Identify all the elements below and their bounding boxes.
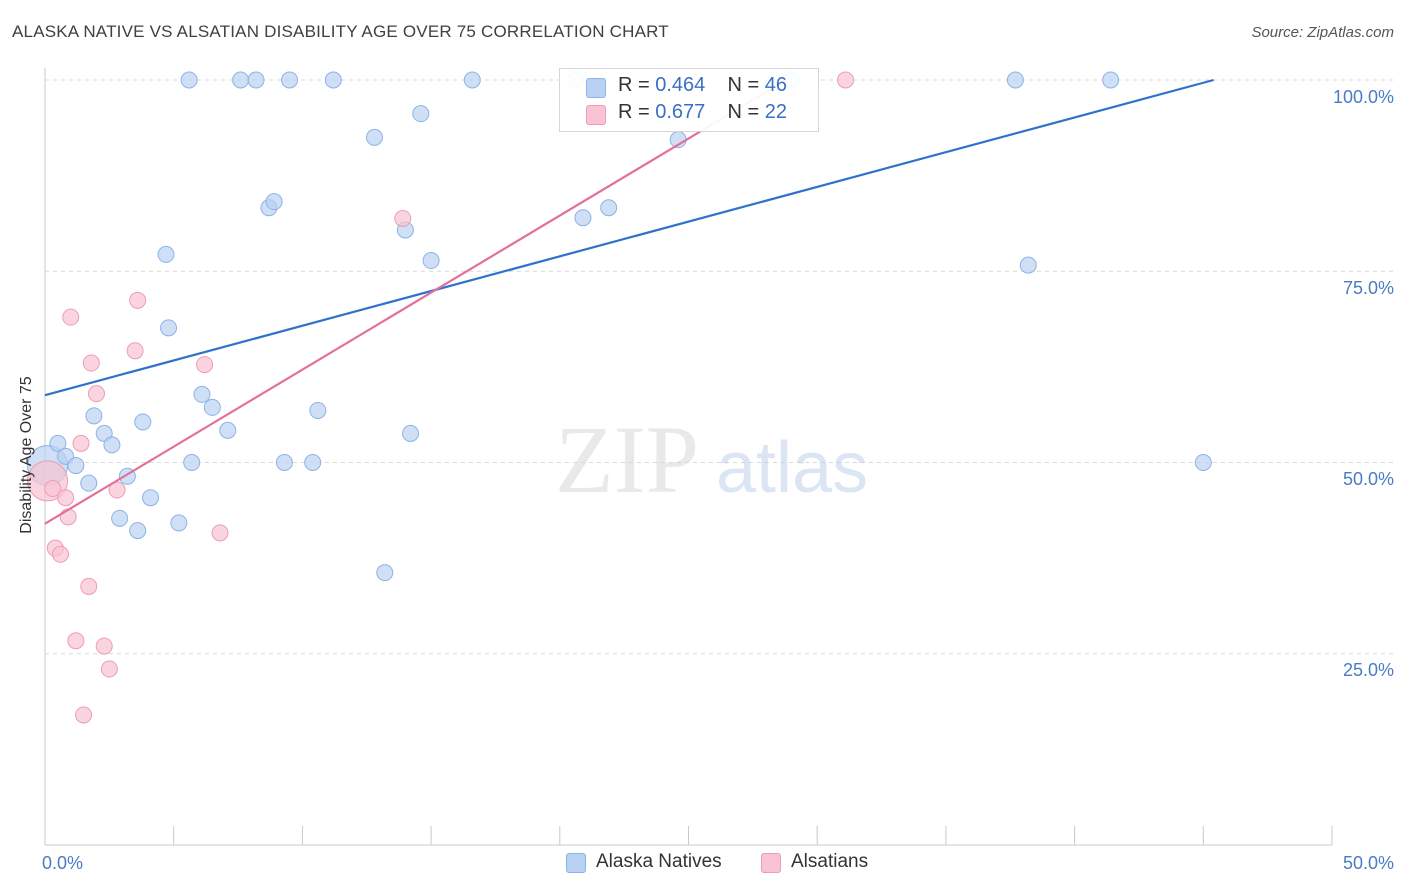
alaska-native-point <box>324 71 342 89</box>
pink-swatch <box>586 105 606 125</box>
n-label: N = <box>727 101 760 123</box>
alaska-native-point <box>134 413 152 431</box>
chart-title: ALASKA NATIVE VS ALSATIAN DISABILITY AGE… <box>12 22 669 41</box>
alaska-native-point <box>309 401 327 419</box>
alaska-native-point <box>402 424 420 442</box>
alsatian-point <box>82 354 100 372</box>
alsatian-point <box>196 356 214 374</box>
alsatian-point <box>75 706 93 724</box>
x-tick-label: 0.0% <box>42 853 84 873</box>
alaska-native-point <box>80 474 98 492</box>
r-label: R = <box>618 74 650 96</box>
alaska-native-point <box>129 522 147 540</box>
alaska-native-point <box>103 436 121 454</box>
source-credit: Source: ZipAtlas.com <box>1251 24 1394 41</box>
alaska-native-point <box>365 128 383 146</box>
blue-swatch <box>566 853 586 873</box>
legend-label: Alaska Natives <box>596 851 722 872</box>
alaska-native-point <box>232 71 250 89</box>
alaska-native-trend-line <box>44 78 1214 397</box>
alsatian-point <box>72 434 90 452</box>
alsatian-point <box>108 481 126 499</box>
alaska-native-point <box>463 71 481 89</box>
legend-label: Alsatians <box>791 851 869 872</box>
alaska-native-point <box>1102 71 1120 89</box>
alaska-native-point <box>157 245 175 263</box>
alaska-native-point <box>85 407 103 425</box>
alaska-native-point <box>412 105 430 123</box>
watermark-atlas: atlas <box>716 428 868 508</box>
alaska-native-point <box>247 71 265 89</box>
n-label: N = <box>727 74 760 96</box>
x-tick-label: 50.0% <box>1342 853 1394 873</box>
alsatian-point <box>44 480 62 498</box>
alaska-native-point <box>1006 71 1024 89</box>
alaska-native-point <box>275 454 293 471</box>
y-tick-label: 50.0% <box>1342 469 1394 489</box>
alaska-native-point <box>183 454 201 471</box>
alsatian-point <box>57 489 75 507</box>
n-value: 22 <box>764 101 788 123</box>
alaska-native-point <box>219 421 237 439</box>
r-label: R = <box>618 101 650 123</box>
alsatian-point <box>80 577 98 595</box>
alaska-native-point <box>376 564 394 582</box>
alsatian-point <box>59 508 77 526</box>
alsatian-point <box>67 632 85 650</box>
alaska-native-point <box>160 319 178 337</box>
alsatian-trend-line <box>44 79 787 525</box>
alaska-native-point <box>1194 454 1212 471</box>
alsatian-point <box>87 385 105 403</box>
alsatian-point <box>95 637 113 655</box>
watermark: ZIP atlas <box>555 406 868 513</box>
alaska-native-point <box>170 514 188 532</box>
alsatian-point <box>126 342 144 360</box>
y-tick-label: 25.0% <box>1342 660 1394 680</box>
alaska-native-point <box>1019 256 1037 274</box>
watermark-zip: ZIP <box>555 406 699 513</box>
data-points <box>27 71 1212 724</box>
correlation-legend: R = 0.464 N = 46 R = 0.677 N = 22 <box>559 68 819 132</box>
alsatian-point <box>51 545 69 563</box>
y-tick-label: 100.0% <box>1332 87 1394 107</box>
alaska-native-point <box>193 385 211 403</box>
alaska-native-point <box>281 71 299 89</box>
alaska-native-point <box>180 71 198 89</box>
y-axis-label: Disability Age Over 75 <box>18 376 35 534</box>
alsatian-point <box>62 308 80 326</box>
alaska-native-point <box>67 457 85 475</box>
alsatian-point <box>100 660 118 678</box>
alaska-native-point <box>422 252 440 270</box>
y-tick-label: 75.0% <box>1342 278 1394 298</box>
alaska-native-point <box>49 434 67 452</box>
alaska-native-point <box>265 193 283 211</box>
alsatian-point <box>394 209 412 227</box>
r-value: 0.464 <box>655 74 706 96</box>
pink-swatch <box>761 853 781 873</box>
alsatian-point <box>129 291 147 309</box>
alaska-native-point <box>203 398 221 416</box>
trend-lines <box>44 78 1214 525</box>
alsatian-point <box>211 524 229 542</box>
alsatian-point <box>837 71 855 89</box>
alaska-native-point <box>574 209 592 227</box>
alaska-native-point <box>111 509 129 527</box>
alaska-native-point <box>142 489 160 507</box>
grid-lines <box>45 79 1393 655</box>
n-value: 46 <box>764 74 788 96</box>
blue-swatch <box>586 78 606 98</box>
r-value: 0.677 <box>655 101 706 123</box>
alaska-native-point <box>304 454 322 471</box>
alaska-native-point <box>600 199 618 217</box>
